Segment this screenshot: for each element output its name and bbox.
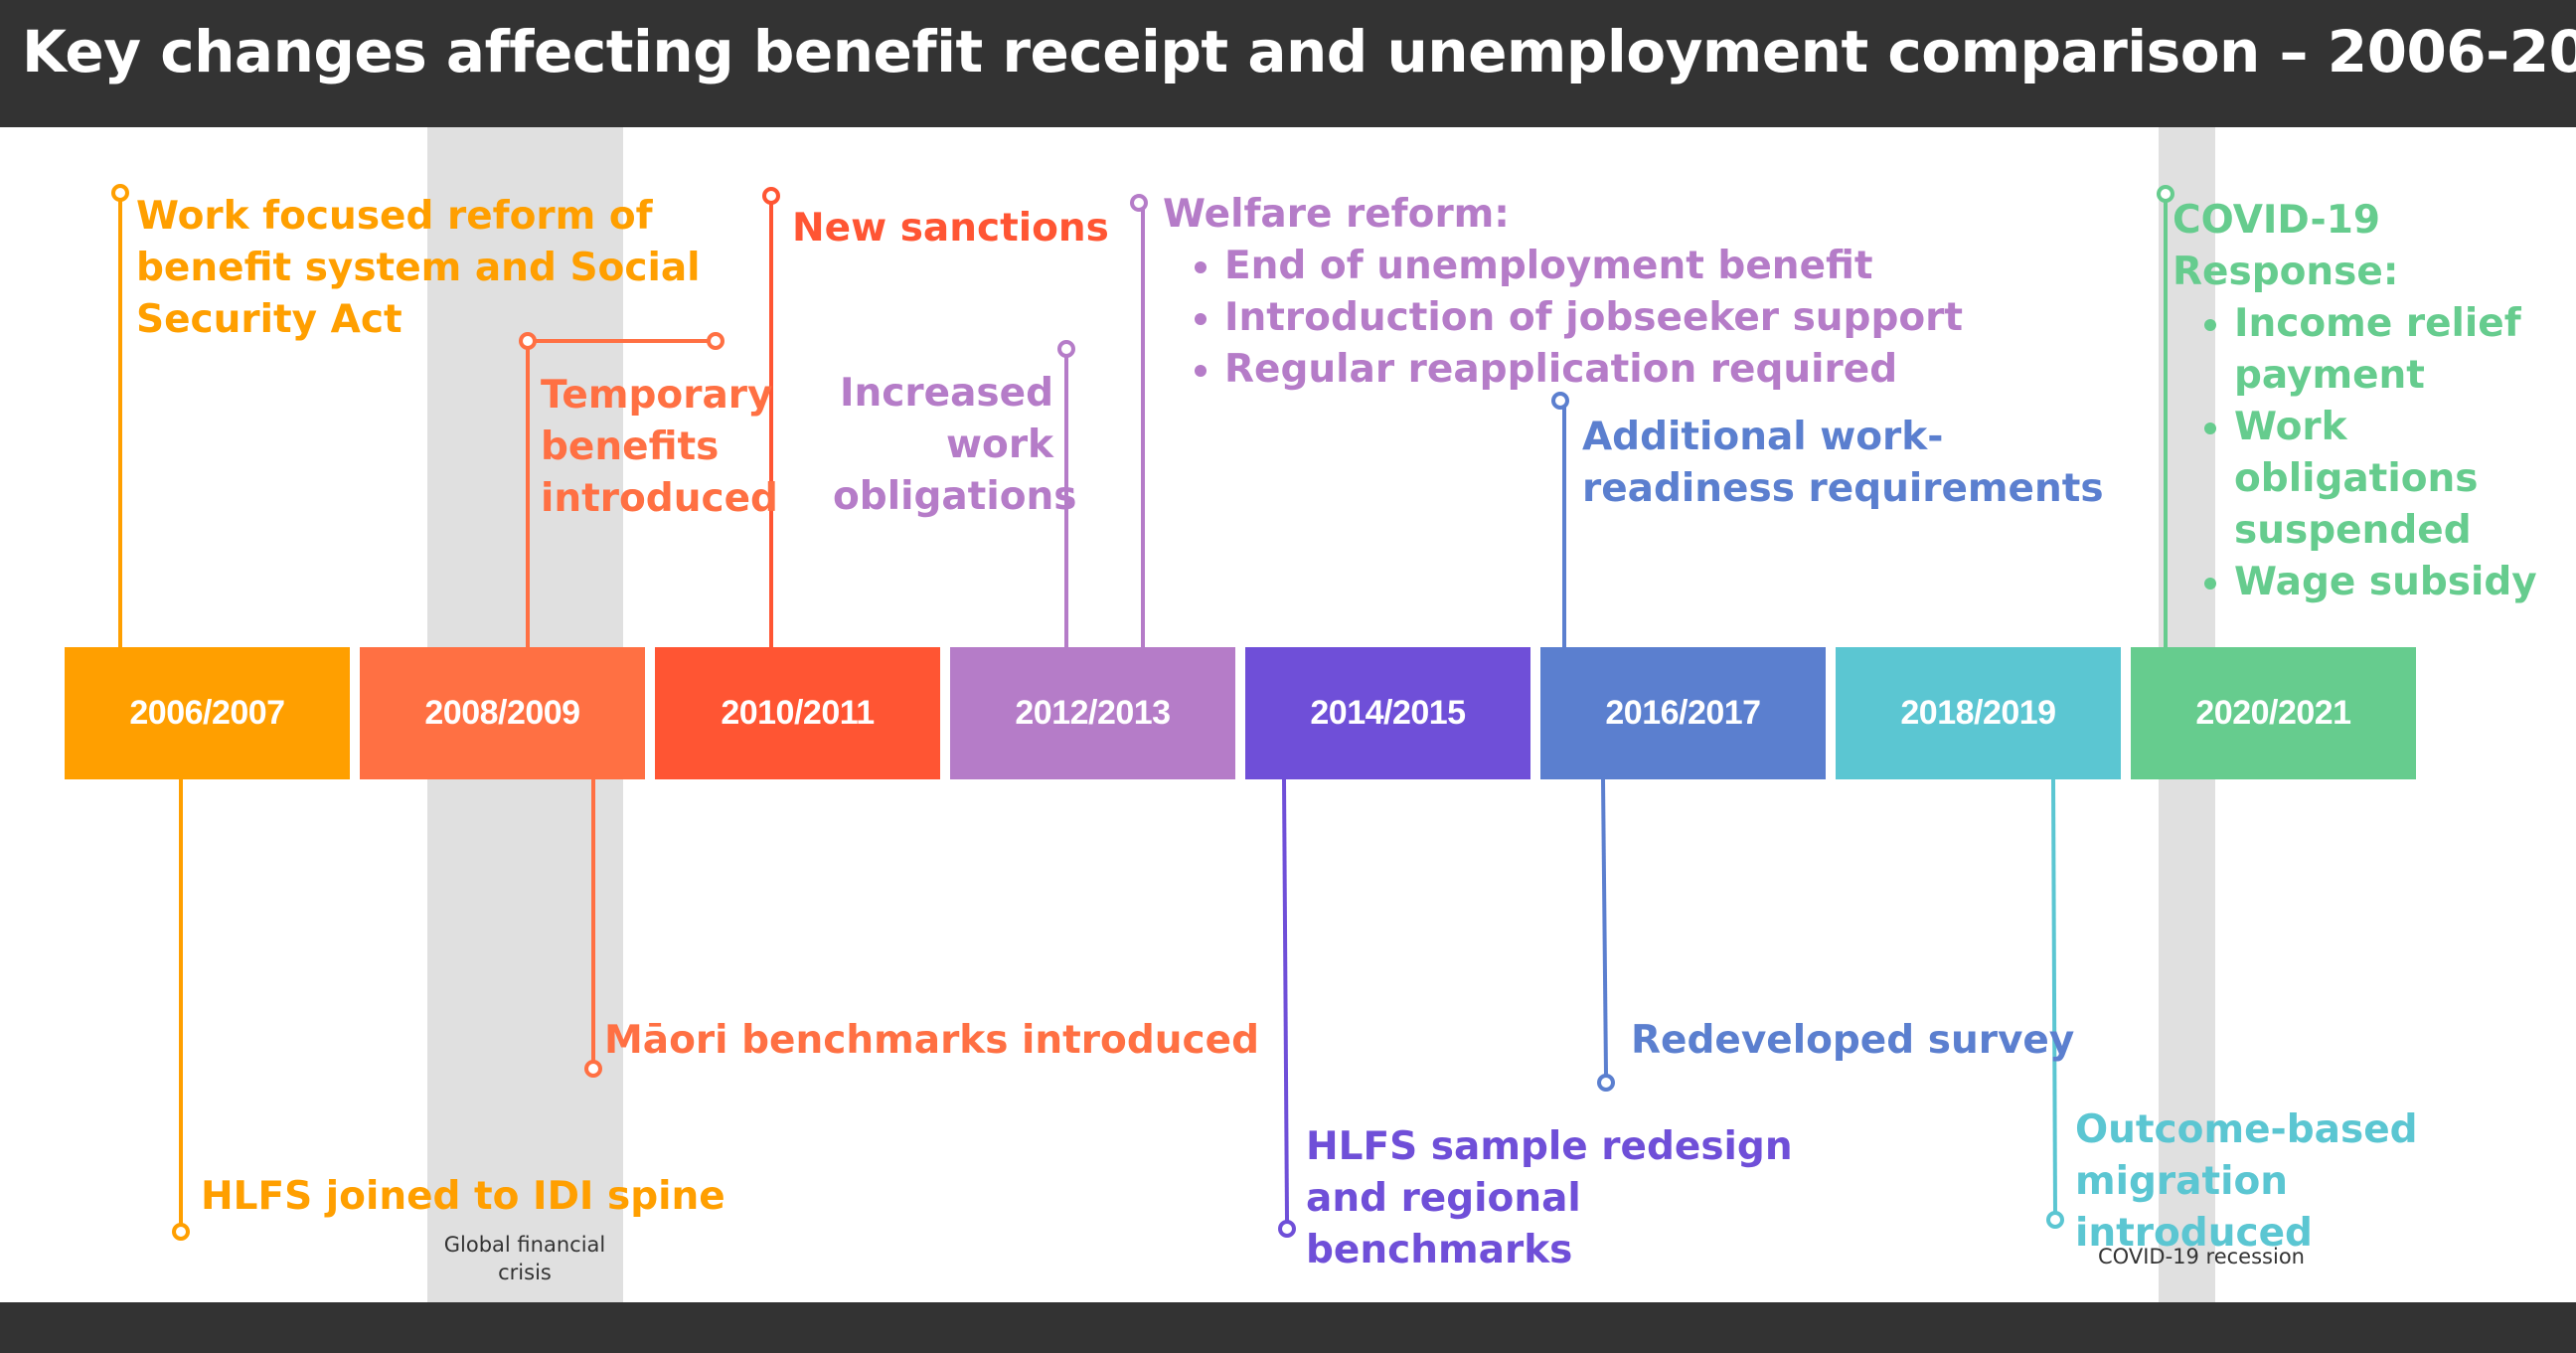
covid-response-item: Wage subsidy (2234, 557, 2572, 608)
connector-dot-increased-work (1057, 340, 1075, 358)
period-2020-2021: 2020/2021 (2131, 647, 2416, 779)
covid-response-item: Income relief payment (2234, 298, 2572, 402)
connector-dot-temporary-benefits-a (519, 332, 537, 350)
welfare-reform-item: Introduction of jobseeker support (1224, 292, 1963, 344)
connector-dot-work-focused (111, 184, 129, 202)
connector-hlfs-sample (1282, 778, 1289, 1223)
event-work-focused-reform: Work focused reform of benefit system an… (136, 194, 701, 342)
covid-response-list: Income relief payment Work obligations s… (2173, 298, 2572, 608)
connector-outcome-migration (2051, 778, 2057, 1214)
connector-dot-work-readiness (1551, 392, 1569, 410)
connector-dot-welfare-reform (1130, 194, 1148, 212)
event-hlfs-sample-redesign: HLFS sample redesign and regional benchm… (1306, 1124, 1793, 1272)
connector-dot-temporary-benefits-b (707, 332, 724, 350)
connector-dot-outcome-migration (2046, 1211, 2064, 1229)
footer-bar (0, 1302, 2576, 1353)
event-welfare-reform: Welfare reform: End of unemployment bene… (1163, 189, 1963, 396)
period-2006-2007: 2006/2007 (65, 647, 350, 779)
period-2010-2011: 2010/2011 (655, 647, 940, 779)
connector-dot-hlfs-idi (172, 1223, 190, 1241)
welfare-reform-heading: Welfare reform: (1163, 192, 1510, 237)
shaded-period-label-covid: COVID-19 recession (2098, 1245, 2305, 1268)
welfare-reform-item: End of unemployment benefit (1224, 241, 1963, 292)
covid-response-heading: COVID-19 Response: (2173, 198, 2399, 294)
event-hlfs-idi-spine: HLFS joined to IDI spine (201, 1174, 725, 1219)
connector-redeveloped-survey (1601, 778, 1608, 1077)
welfare-reform-list: End of unemployment benefit Introduction… (1163, 241, 1963, 396)
period-2012-2013: 2012/2013 (950, 647, 1235, 779)
connector-dot-redeveloped-survey (1597, 1074, 1615, 1092)
connector-dot-new-sanctions (762, 187, 780, 205)
event-increased-work-obligations: Increased work obligations (833, 371, 1077, 519)
connector-dot-maori-benchmarks (584, 1060, 602, 1078)
covid-response-item: Work obligations suspended (2234, 402, 2572, 557)
connector-dot-covid (2157, 185, 2174, 203)
connector-dot-hlfs-sample (1278, 1220, 1296, 1238)
period-2014-2015: 2014/2015 (1245, 647, 1530, 779)
event-outcome-migration: Outcome-based migration introduced (2075, 1107, 2418, 1256)
welfare-reform-item: Regular reapplication required (1224, 344, 1963, 396)
shaded-period-label-gfc: Global financial crisis (443, 1233, 606, 1285)
event-work-readiness: Additional work-readiness requirements (1582, 415, 2104, 511)
event-covid-response: COVID-19 Response: Income relief payment… (2173, 195, 2572, 608)
period-2008-2009: 2008/2009 (360, 647, 645, 779)
event-new-sanctions: New sanctions (792, 206, 1109, 251)
event-maori-benchmarks: Māori benchmarks introduced (604, 1018, 1260, 1063)
event-temporary-benefits: Temporary benefits introduced (541, 373, 778, 521)
period-2016-2017: 2016/2017 (1540, 647, 1826, 779)
title-bar: Key changes affecting benefit receipt an… (0, 0, 2576, 127)
page-title: Key changes affecting benefit receipt an… (22, 18, 2576, 85)
period-2018-2019: 2018/2019 (1836, 647, 2121, 779)
event-redeveloped-survey: Redeveloped survey (1631, 1018, 2075, 1063)
